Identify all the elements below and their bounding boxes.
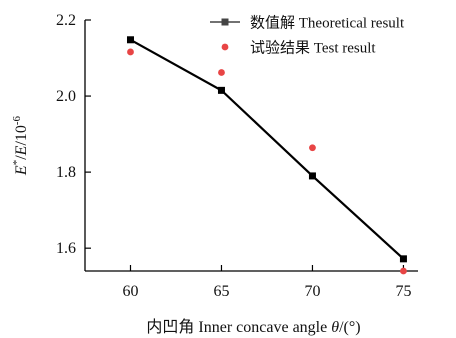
point-theoretical — [308, 172, 316, 180]
x-tick-label: 70 — [304, 283, 320, 300]
point-test — [400, 267, 407, 275]
series-line-theoretical — [129, 38, 405, 260]
y-tick-label: 2.2 — [56, 12, 76, 29]
x-axis-label-symbol: θ — [331, 319, 339, 336]
point-test — [218, 69, 225, 76]
x-axis-label: 内凹角 Inner concave angle θ/(°) — [146, 318, 360, 336]
legend-label-theoretical: 数值解 Theoretical result — [250, 15, 405, 32]
legend: 数值解 Theoretical result 试验结果 Test result — [210, 15, 405, 57]
ticks: 60 65 70 75 1.6 1.8 2.0 2.2 — [56, 12, 411, 300]
point-test — [127, 48, 134, 56]
x-axis-label-prefix: 内凹角 Inner concave angle — [146, 318, 331, 336]
x-axis-label-suffix: /(°) — [339, 319, 361, 336]
labels: 内凹角 Inner concave angle θ/(°)E*/E/10-6 — [11, 115, 361, 336]
y-axis-label-tail: /10 — [13, 125, 30, 145]
axes — [84, 20, 418, 272]
x-tick-label: 65 — [213, 283, 229, 300]
point-theoretical — [399, 255, 407, 263]
series-layer — [126, 36, 407, 275]
y-axis-label-base2: E — [13, 145, 30, 156]
point-test — [309, 144, 316, 152]
y-axis-label-mid: / — [13, 155, 30, 160]
y-axis-label-exp: -6 — [11, 115, 23, 125]
point-theoretical — [126, 36, 134, 44]
x-tick-label: 60 — [122, 283, 138, 300]
y-axis-label-sup: * — [11, 160, 23, 166]
y-axis-label: E*/E/10-6 — [11, 115, 30, 176]
x-tick-label: 75 — [395, 283, 411, 300]
legend-marker-test — [221, 43, 229, 51]
y-tick-label: 1.8 — [56, 164, 76, 181]
y-tick-label: 2.0 — [56, 88, 76, 105]
y-axis-label-base: E — [13, 165, 30, 176]
legend-marker-theoretical — [221, 18, 229, 26]
legend-label-test: 试验结果 Test result — [250, 40, 376, 57]
y-tick-label: 1.6 — [56, 240, 76, 257]
point-theoretical — [217, 86, 225, 94]
